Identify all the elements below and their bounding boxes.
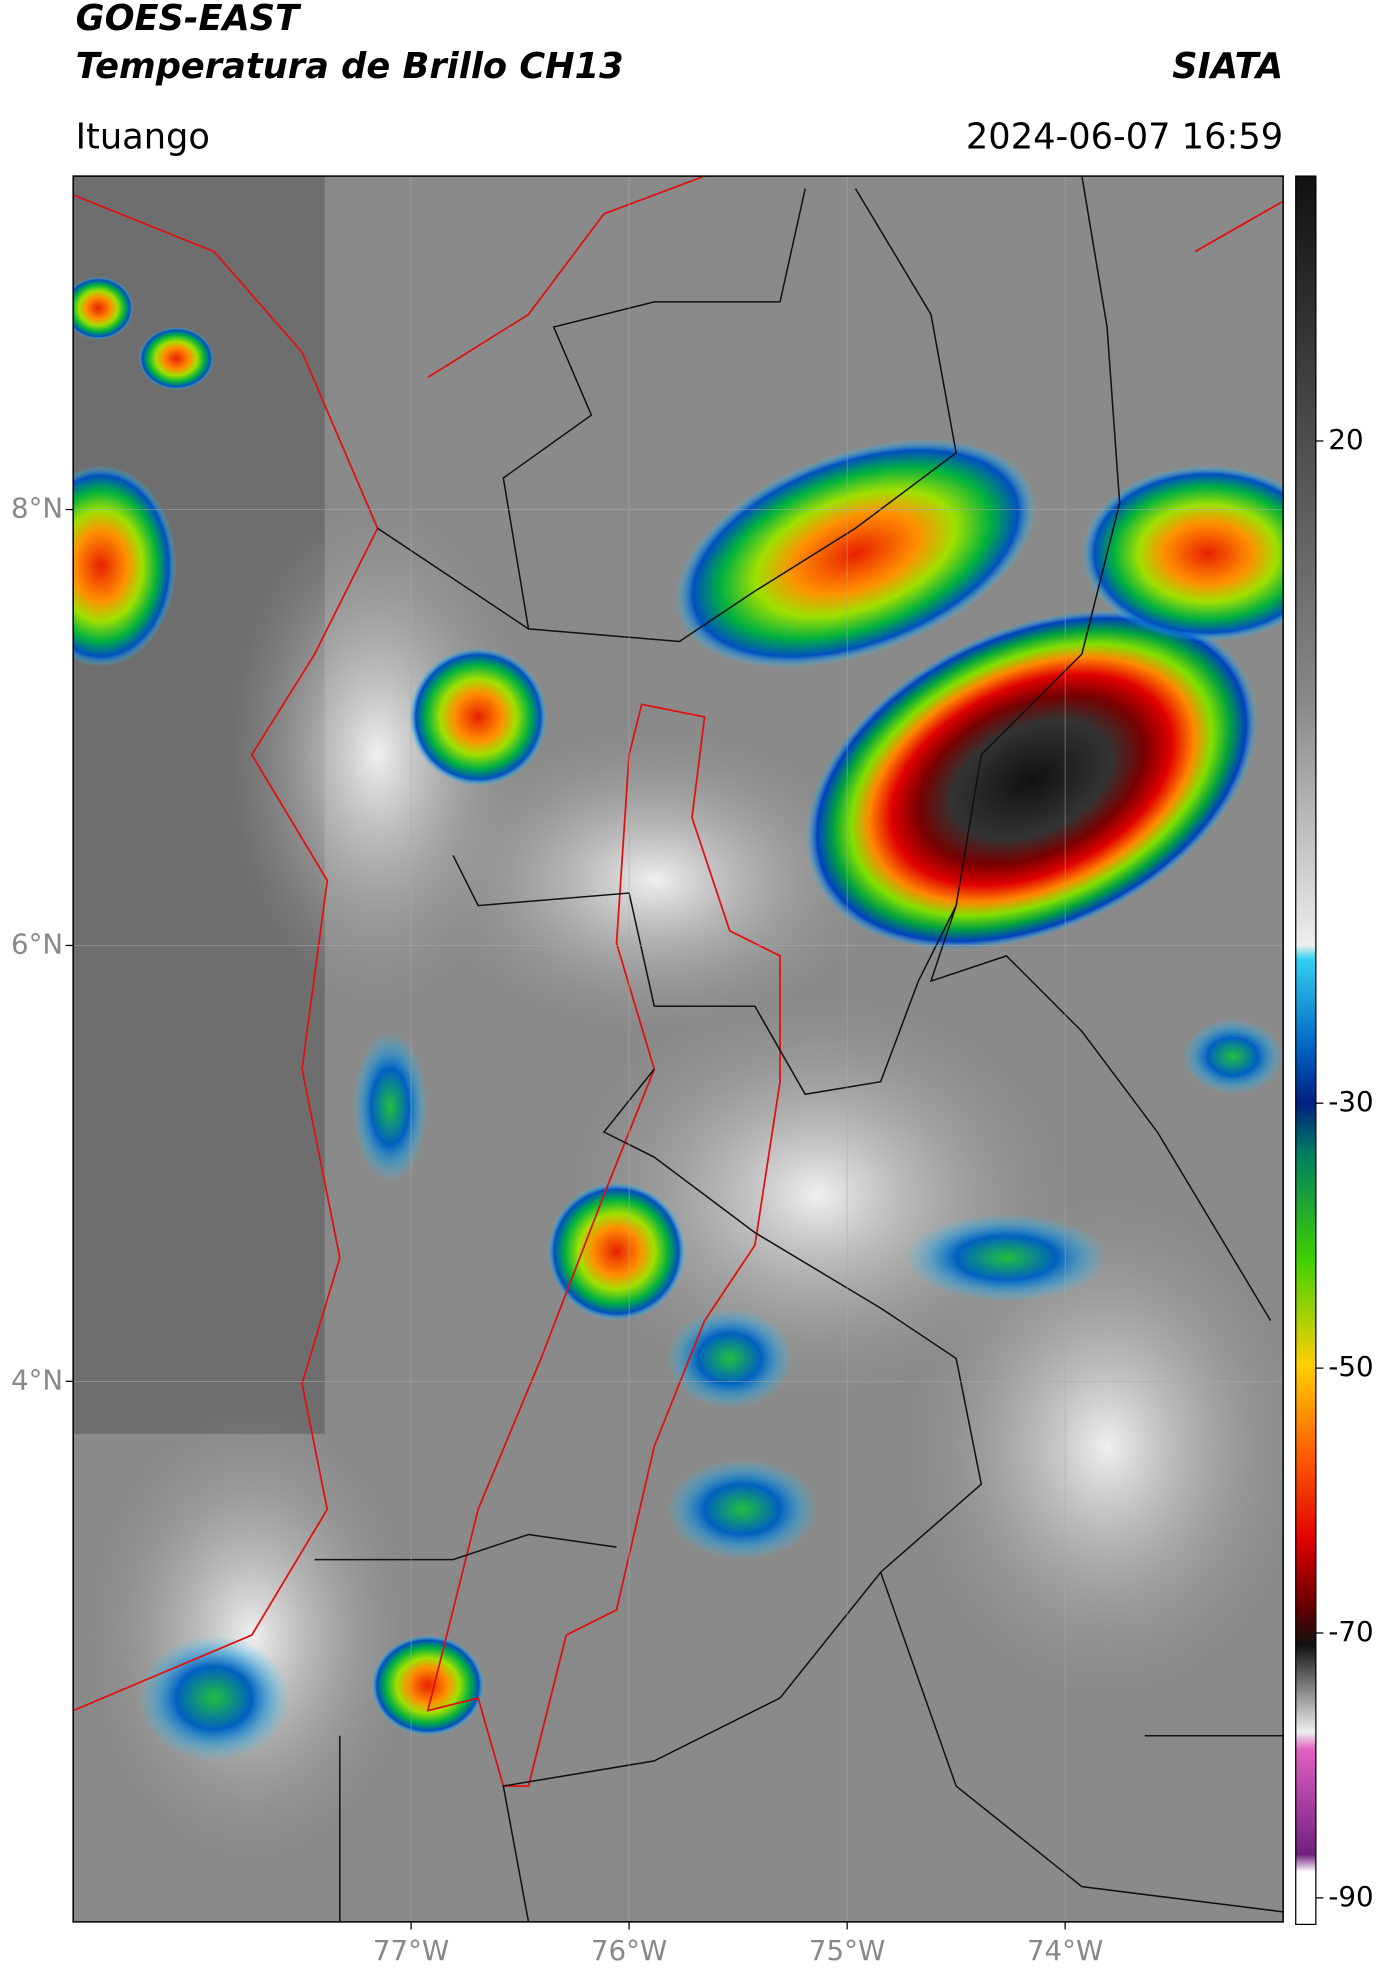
- cloud-cell: [666, 1308, 793, 1409]
- y-tick-label: 6°N: [11, 927, 63, 960]
- colorbar-tick-label: -90: [1328, 1880, 1373, 1913]
- storm: [547, 1182, 686, 1321]
- storm: [805, 609, 1258, 950]
- country-border: [1194, 200, 1284, 253]
- datetime-label: 2024-06-07 16:59: [966, 116, 1283, 157]
- department-border: [377, 188, 957, 643]
- storm: [138, 327, 215, 390]
- colorbar: [1295, 175, 1317, 1926]
- colorbar-tick-label: -50: [1328, 1350, 1373, 1383]
- department-border: [452, 854, 957, 1096]
- x-tick-label: 75°W: [809, 1934, 885, 1967]
- cloud: [226, 503, 529, 1007]
- cloud-cell: [138, 1635, 290, 1761]
- colorbar-tick-label: -70: [1328, 1615, 1373, 1648]
- cloud: [566, 993, 1070, 1397]
- y-tick-label: 4°N: [11, 1363, 63, 1396]
- cloud-cell: [1182, 1018, 1284, 1095]
- cloud: [427, 729, 881, 1032]
- cloud-cell: [352, 1031, 428, 1183]
- product-title: Temperatura de Brillo CH13: [76, 46, 624, 87]
- colorbar-tick-label: 20: [1328, 423, 1363, 456]
- y-tick-label: 8°N: [11, 492, 63, 525]
- cloud-cell: [666, 1459, 818, 1560]
- colorbar-tick-label: -30: [1328, 1085, 1373, 1118]
- cloud: [905, 1194, 1284, 1698]
- region-label: Ituango: [76, 116, 210, 157]
- storm: [73, 276, 134, 340]
- storm: [73, 465, 177, 667]
- x-tick-label: 77°W: [373, 1934, 449, 1967]
- graticule: [73, 176, 1284, 1922]
- map-frame: [72, 175, 1284, 1923]
- cloud-cell: [905, 1213, 1108, 1302]
- satellite-title: GOES-EAST: [76, 0, 302, 39]
- department-border: [502, 188, 806, 630]
- x-tick-label: 74°W: [1027, 1934, 1103, 1967]
- storm: [674, 438, 1037, 668]
- country-border: [73, 194, 379, 1712]
- storm: [409, 647, 548, 787]
- map-image: [73, 176, 1284, 1922]
- x-tick-label: 76°W: [591, 1934, 667, 1967]
- source-label: SIATA: [1172, 46, 1283, 87]
- department-border: [314, 1533, 1284, 1922]
- storm: [371, 1635, 485, 1736]
- country-border: [427, 176, 705, 379]
